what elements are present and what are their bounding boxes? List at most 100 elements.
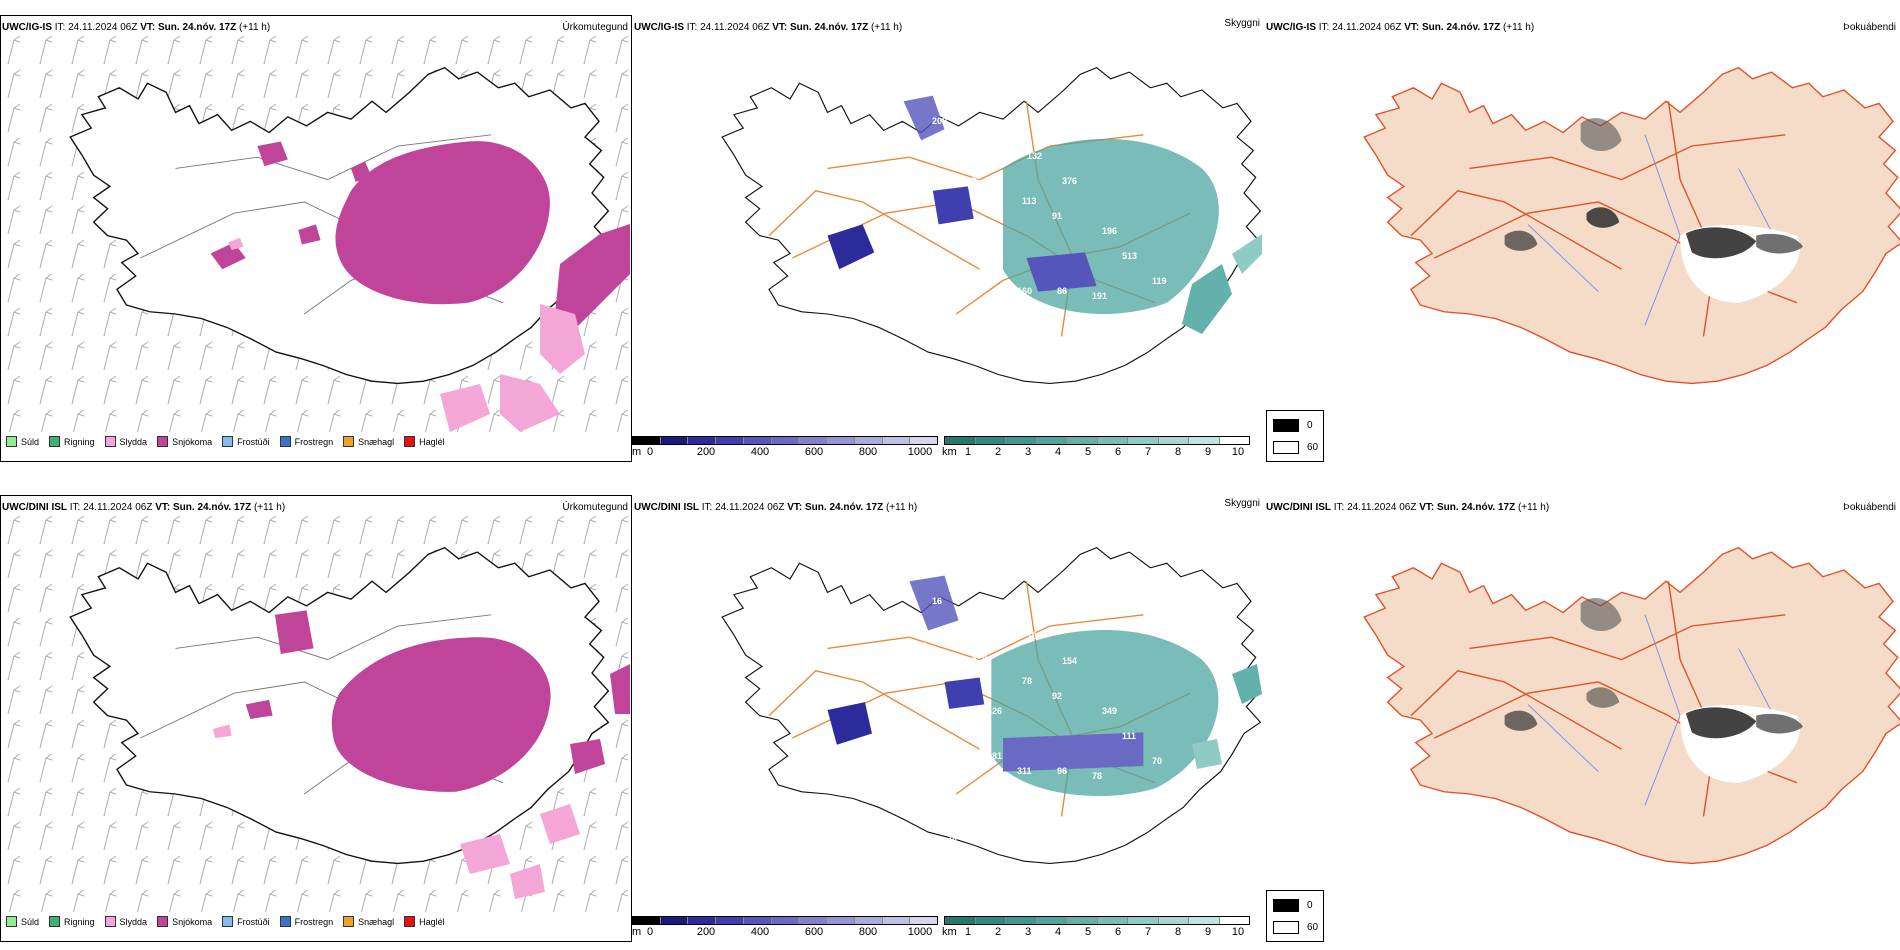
vt-label: VT: [1419, 502, 1435, 513]
cloud-base-label: 86 [1057, 286, 1067, 296]
legend-swatch [104, 436, 116, 447]
vt-label: VT: [155, 502, 171, 513]
legend-item: Snjókoma [157, 436, 212, 447]
vt-value: Sun. 24.nóv. 17Z [805, 502, 884, 513]
cloud-base-label: 69 [897, 246, 907, 256]
legend-label: Slydda [119, 436, 148, 447]
legend-label: Frostúði [237, 916, 270, 927]
fog-legend-value: 0 [1307, 420, 1313, 431]
ceiling-tick: 200 [696, 926, 716, 938]
panel-header: UWC/IG-IS IT: 24.11.2024 06Z VT: Sun. 24… [1266, 22, 1534, 33]
lead-time: (+11 h) [870, 22, 903, 33]
cloud-base-label: 119 [1152, 276, 1167, 286]
precip-type-legend: Súld Rigning Slydda Snjókoma Frostúði Fr… [6, 436, 445, 447]
colorbar-segment [1067, 917, 1098, 924]
cloud-base-label: 513 [1122, 251, 1137, 261]
ceiling-color-scale [632, 436, 938, 445]
colorbar-segment [799, 917, 828, 924]
colorbar-segment [1128, 917, 1159, 924]
fog-map [1363, 66, 1900, 385]
ceiling-tick: 1000 [907, 446, 933, 458]
cloud-base-label: 223 [962, 146, 977, 156]
legend-swatch [49, 436, 61, 447]
cloud-base-label: 123 [927, 851, 942, 861]
panel-header: UWC/DINI ISL IT: 24.11.2024 06Z VT: Sun.… [2, 502, 285, 513]
it-value: 24.11.2024 06Z [1332, 22, 1402, 33]
legend-swatch [157, 436, 169, 447]
fog-panel: UWC/IG-IS IT: 24.11.2024 06Z VT: Sun. 24… [1264, 0, 1900, 470]
fog-map [1363, 546, 1900, 865]
visibility-tick: 3 [1024, 446, 1032, 458]
colorbar-segment [1219, 437, 1249, 444]
colorbar-segment [827, 917, 855, 924]
ceiling-ticks: m 0 200 400 600 800 1000 [632, 445, 938, 459]
cloud-base-labels: 16 49 166 154 78 92 426 349 114 86 178 180 281 311 96 7… [857, 596, 1162, 861]
visibility-tick: 1 [964, 446, 972, 458]
cloud-base-label: 131 [942, 176, 957, 186]
colorbar-segment [633, 917, 661, 924]
it-value: 24.11.2024 06Z [68, 22, 138, 33]
it-label: IT: [69, 502, 81, 513]
cloud-base-label: 16 [932, 596, 942, 606]
lead-time: (+11 h) [238, 22, 271, 33]
legend-swatch [404, 916, 416, 927]
cloud-base-label: 311 [1017, 766, 1032, 776]
fog-legend-value: 60 [1307, 922, 1319, 933]
cloud-base-label: 426 [987, 706, 1002, 716]
it-value: 24.11.2024 06Z [1347, 502, 1417, 513]
cloud-base-label: 209 [932, 116, 947, 126]
fog-panel: UWC/DINI ISL IT: 24.11.2024 06Z VT: Sun.… [1264, 480, 1900, 950]
legend-item: Rigning [49, 436, 95, 447]
cloud-base-labels: 209 154 132 376 113 91 247 196 69 99 83 101 19 160 86 1… [857, 116, 1167, 381]
legend-item: Slydda [104, 916, 147, 927]
cloud-base-label: 17 [857, 311, 867, 321]
colorbar-segment [799, 437, 828, 444]
colorbar-segment [688, 917, 717, 924]
vt-value: Sun. 24.nóv. 17Z [173, 502, 252, 513]
colorbar-segment [1128, 437, 1159, 444]
colorbar-segment [771, 917, 800, 924]
colorbar-segment [854, 917, 883, 924]
legend-swatch [404, 436, 416, 447]
legend-item: Snjókoma [157, 916, 212, 927]
legend-label: Snjókoma [172, 916, 213, 927]
colorbar-segment [743, 437, 772, 444]
fog-swatch-dark [1273, 899, 1299, 912]
colorbar-segment [882, 437, 911, 444]
cloud-base-label: 11 [857, 791, 867, 801]
forecast-row-ig-is: UWC/IG-IS IT: 24.11.2024 06Z VT: Sun. 24… [0, 0, 1900, 470]
cloud-base-label: 19 [987, 271, 997, 281]
precip-type-map [0, 34, 630, 432]
panel-title: Úrkomutegund [562, 502, 628, 513]
cloud-base-label: 281 [987, 751, 1002, 761]
it-value: 24.11.2024 06Z [700, 22, 770, 33]
ceiling-tick: 600 [804, 926, 824, 938]
colorbar-segment [743, 917, 772, 924]
model-name: UWC/IG-IS [1266, 22, 1316, 33]
colorbar-segment [882, 917, 911, 924]
cloud-base-label: 201 [942, 656, 957, 666]
fog-legend-value: 60 [1307, 442, 1319, 453]
legend-swatch [6, 436, 17, 447]
colorbar-segment [975, 437, 1006, 444]
legend-label: Snjókoma [172, 436, 213, 447]
colorbar-segment [716, 917, 744, 924]
legend-label: Frostúði [237, 436, 270, 447]
visibility-tick: 5 [1084, 446, 1092, 458]
visibility-tick: 10 [1231, 446, 1245, 458]
it-label: IT: [1318, 22, 1330, 33]
visibility-panel: UWC/DINI ISL IT: 24.11.2024 06Z VT: Sun.… [632, 480, 1264, 950]
colorbar-segment [1036, 437, 1067, 444]
model-name: UWC/DINI ISL [1266, 502, 1331, 513]
cloud-base-label: 180 [917, 721, 932, 731]
panel-header: UWC/DINI ISL IT: 24.11.2024 06Z VT: Sun.… [1266, 502, 1549, 513]
visibility-tick: 2 [994, 926, 1002, 938]
legend-label: Frostregn [294, 916, 334, 927]
visibility-tick: 5 [1084, 926, 1092, 938]
visibility-tick: 6 [1114, 446, 1122, 458]
ceiling-color-scale [632, 916, 938, 925]
cloud-base-label: 26 [882, 776, 892, 786]
precip-type-panel: UWC/DINI ISL IT: 24.11.2024 06Z VT: Sun.… [0, 480, 632, 950]
colorbar-segment [945, 917, 976, 924]
legend-label: Frostregn [294, 436, 334, 447]
